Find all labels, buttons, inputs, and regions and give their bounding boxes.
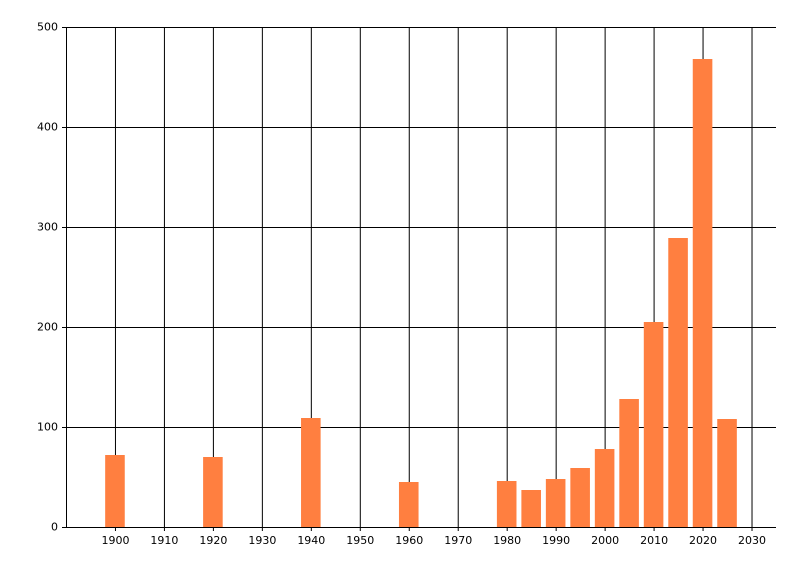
- x-tick-label: 2020: [689, 534, 717, 547]
- bar: [301, 418, 321, 527]
- bar: [643, 322, 664, 527]
- x-tick-label: 1920: [199, 534, 227, 547]
- bar: [545, 479, 566, 527]
- y-tick-label: 400: [37, 121, 58, 134]
- x-tick-label: 2000: [591, 534, 619, 547]
- y-tick-label: 500: [37, 21, 58, 34]
- x-tick-label: 1970: [444, 534, 472, 547]
- bar: [692, 59, 713, 527]
- bar: [398, 482, 419, 527]
- y-tick-label: 200: [37, 321, 58, 334]
- bar: [619, 399, 639, 527]
- x-tick-label: 1980: [493, 534, 521, 547]
- x-tick-label: 1950: [346, 534, 374, 547]
- y-tick-label: 300: [37, 221, 58, 234]
- y-tick-label: 0: [51, 521, 58, 534]
- bar: [594, 449, 615, 527]
- x-tick-label: 2010: [640, 534, 668, 547]
- bar: [203, 457, 223, 527]
- bar: [105, 455, 125, 527]
- y-tick-label: 100: [37, 421, 58, 434]
- bar: [521, 490, 541, 527]
- x-tick-label: 1930: [248, 534, 276, 547]
- bar: [717, 419, 737, 527]
- bar: [668, 238, 688, 527]
- x-tick-label: 1900: [101, 534, 129, 547]
- x-tick-label: 2030: [738, 534, 766, 547]
- x-tick-label: 1990: [542, 534, 570, 547]
- x-tick-label: 1940: [297, 534, 325, 547]
- x-tick-label: 1910: [150, 534, 178, 547]
- x-tick-label: 1960: [395, 534, 423, 547]
- bar: [570, 468, 590, 527]
- bar: [496, 481, 517, 527]
